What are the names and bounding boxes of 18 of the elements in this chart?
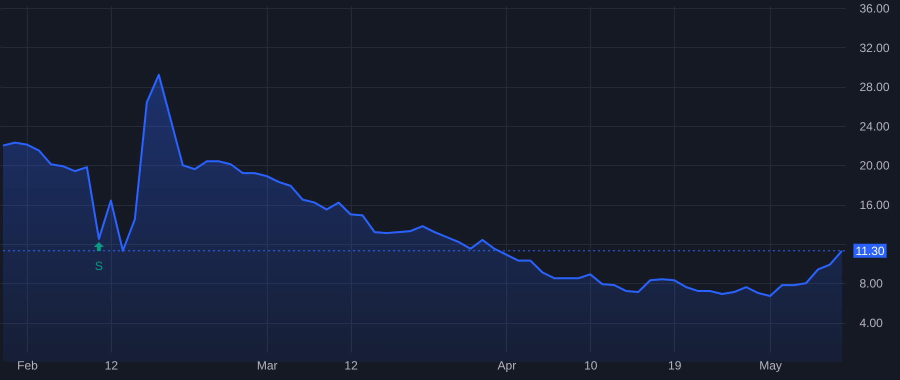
ref-line-label: 11.30 — [855, 244, 885, 258]
y-tick-label: 28.00 — [860, 80, 890, 94]
x-tick-label: Mar — [256, 358, 278, 372]
y-tick-label: 8.00 — [860, 276, 884, 291]
y-tick-label: 16.00 — [860, 198, 890, 212]
x-tick-label: May — [759, 358, 782, 372]
annotation: S — [94, 258, 103, 273]
x-tick-label: Apr — [498, 358, 516, 372]
x-tick-label: Feb — [17, 358, 38, 372]
y-tick-label: 20.00 — [860, 158, 890, 173]
y-tick-label: 24.00 — [860, 119, 890, 134]
y-tick-label: 36.00 — [860, 1, 890, 16]
x-tick-label: 10 — [584, 358, 598, 372]
x-tick-label: 12 — [344, 358, 358, 372]
x-tick-label: 12 — [104, 358, 118, 372]
y-tick-label: 4.00 — [860, 316, 884, 330]
x-tick-label: 19 — [668, 358, 682, 372]
y-tick-label: 32.00 — [860, 40, 890, 55]
